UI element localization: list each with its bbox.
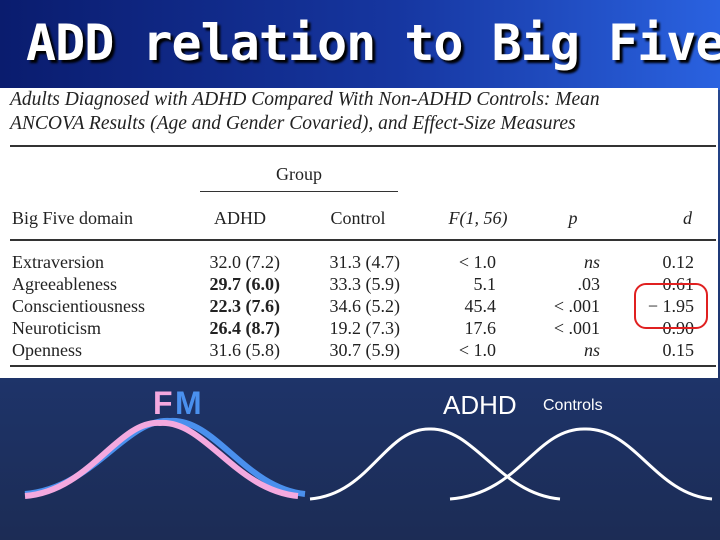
adhd-curve xyxy=(309,427,561,501)
cell-d: 0.12 xyxy=(662,252,695,272)
cell-p: ns xyxy=(583,340,600,360)
cell-f: < 1.0 xyxy=(458,340,496,360)
col-header-f: F(1, 56) xyxy=(448,208,508,228)
caption-line-1: Adults Diagnosed with ADHD Compared With… xyxy=(10,89,600,110)
caption-line-2: ANCOVA Results (Age and Gender Covaried)… xyxy=(10,113,576,134)
slide-title: ADD relation to Big Five xyxy=(26,14,720,72)
cell-domain: Agreeableness xyxy=(12,274,117,294)
cell-d: 0.15 xyxy=(662,340,695,360)
col-header-control: Control xyxy=(330,208,386,228)
cell-domain: Extraversion xyxy=(12,252,104,272)
female-label: F xyxy=(153,385,173,421)
col-header-p: p xyxy=(568,208,578,228)
adhd-label: ADHD xyxy=(443,390,517,420)
cell-control: 30.7 (5.9) xyxy=(329,340,401,360)
cell-f: 45.4 xyxy=(464,296,497,316)
cell-p: < .001 xyxy=(553,318,600,338)
slide-header: ADD relation to Big Five xyxy=(0,0,720,90)
cell-control: 34.6 (5.2) xyxy=(329,296,401,316)
female-curve xyxy=(24,419,299,499)
cell-f: 5.1 xyxy=(473,274,497,294)
table-image: Adults Diagnosed with ADHD Compared With… xyxy=(0,88,718,378)
col-header-adhd: ADHD xyxy=(214,208,266,228)
highlight-circle xyxy=(634,283,708,329)
cell-p: < .001 xyxy=(553,296,600,316)
cell-f: < 1.0 xyxy=(458,252,496,272)
cell-adhd: 22.3 (7.6) xyxy=(209,296,281,316)
cell-p: ns xyxy=(583,252,600,272)
cell-control: 31.3 (4.7) xyxy=(329,252,401,272)
cell-control: 33.3 (5.9) xyxy=(329,274,401,294)
cell-domain: Conscientiousness xyxy=(12,296,145,316)
header-rule xyxy=(10,239,716,241)
cell-domain: Openness xyxy=(12,340,82,360)
distribution-curves xyxy=(24,417,713,501)
table-bottom-rule xyxy=(10,365,716,367)
cell-f: 17.6 xyxy=(464,318,497,338)
cell-d: − 1.95 xyxy=(647,296,694,316)
group-header: Group xyxy=(276,164,322,184)
cell-adhd: 31.6 (5.8) xyxy=(209,340,281,360)
cell-adhd: 32.0 (7.2) xyxy=(209,252,281,272)
cell-adhd: 26.4 (8.7) xyxy=(209,318,281,338)
cell-domain: Neuroticism xyxy=(12,318,101,338)
controls-curve xyxy=(449,427,713,501)
col-header-d: d xyxy=(683,208,692,228)
cell-p: .03 xyxy=(577,274,601,294)
male-label: M xyxy=(175,385,202,421)
col-header-domain: Big Five domain xyxy=(12,208,133,228)
cell-control: 19.2 (7.3) xyxy=(329,318,401,338)
table-caption: Adults Diagnosed with ADHD Compared With… xyxy=(10,88,600,136)
cell-adhd: 29.7 (6.0) xyxy=(209,274,281,294)
controls-label: Controls xyxy=(543,397,603,414)
table-top-rule xyxy=(10,145,716,147)
group-rule xyxy=(200,191,398,192)
